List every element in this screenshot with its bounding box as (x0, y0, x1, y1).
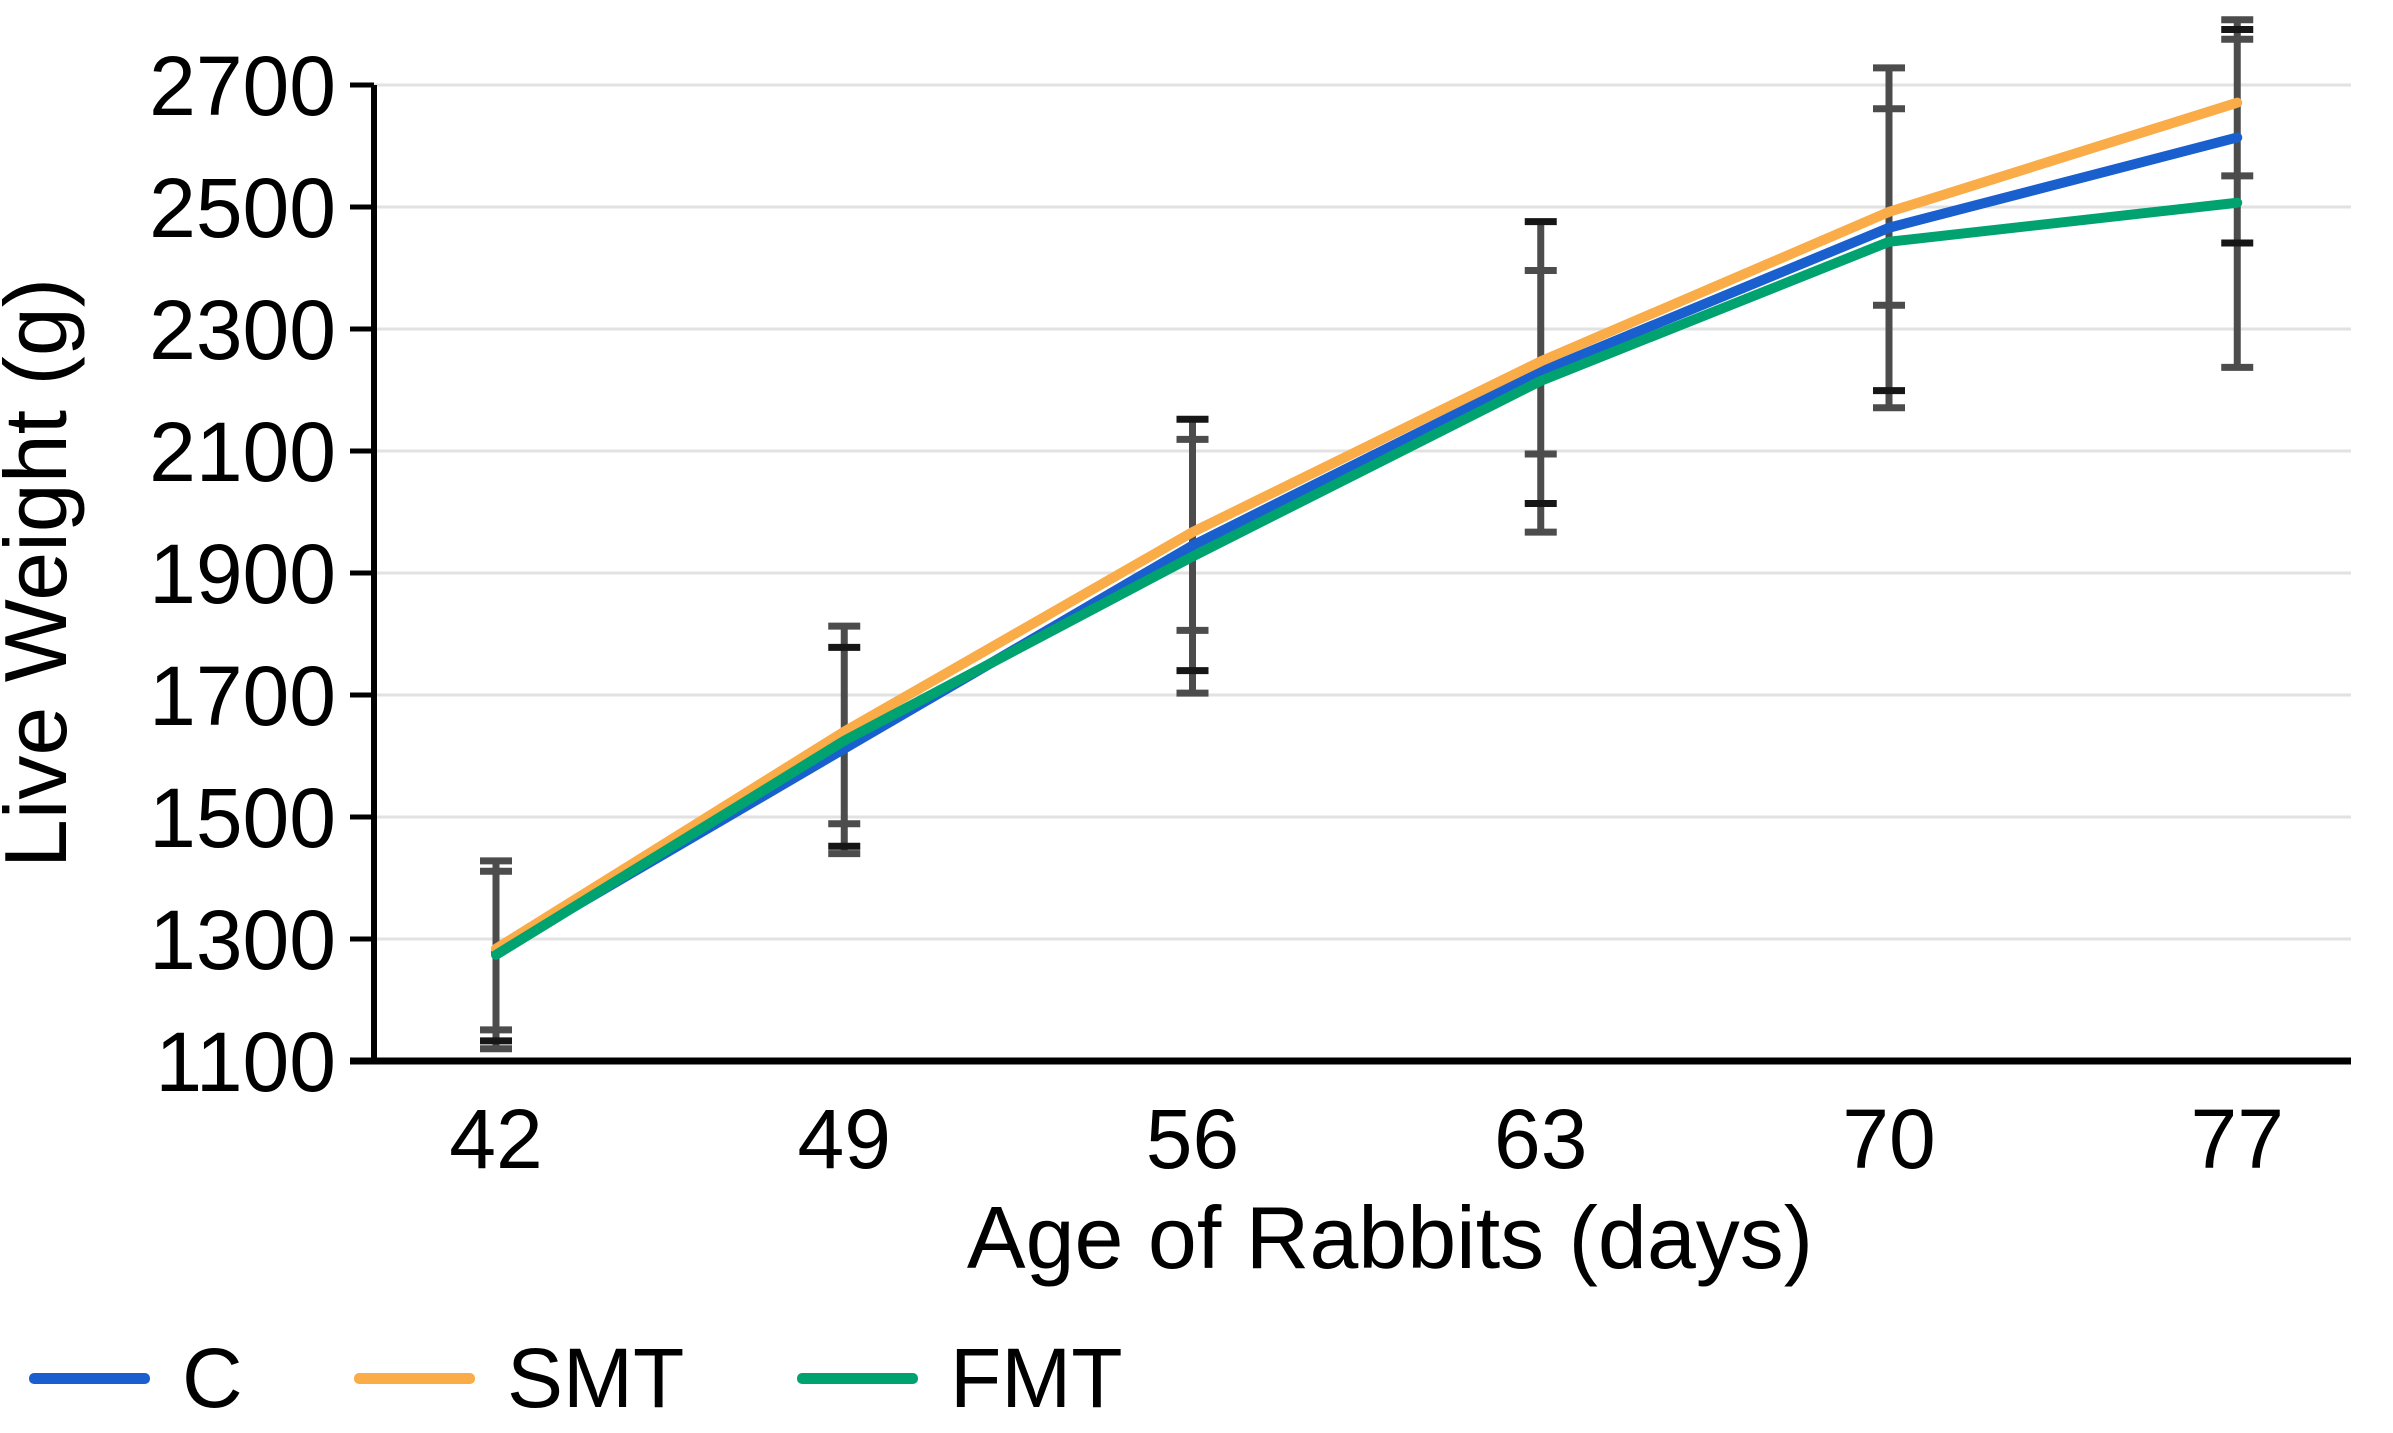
x-axis-title: Age of Rabbits (days) (967, 1188, 1813, 1287)
error-bars (480, 16, 2254, 1053)
legend-swatch-SMT (354, 1372, 475, 1384)
gridlines (374, 83, 2351, 941)
y-tick-label-1900: 1900 (149, 527, 336, 621)
x-tick-label-49: 49 (798, 1092, 891, 1186)
y-tick-label-1100: 1100 (155, 1015, 336, 1109)
x-tick-label-56: 56 (1146, 1092, 1239, 1186)
y-tick-label-2700: 2700 (149, 39, 336, 133)
y-tick-label-1300: 1300 (149, 893, 336, 987)
legend-item-FMT: FMT (797, 1323, 1123, 1433)
legend-label-FMT: FMT (950, 1331, 1123, 1425)
series-line-FMT (491, 197, 2243, 960)
legend: C SMT FMT (0, 1323, 2393, 1433)
y-tick-label-1700: 1700 (149, 649, 336, 743)
y-tick-label-1500: 1500 (149, 771, 336, 865)
legend-swatch-FMT (797, 1372, 918, 1384)
legend-label-SMT: SMT (507, 1331, 685, 1425)
axis-labels: Age of Rabbits (days) Live Weight (g) 11… (0, 39, 2284, 1287)
legend-label-C: C (182, 1331, 243, 1425)
y-tick-label-2300: 2300 (149, 283, 336, 377)
series-line-C (491, 132, 2243, 958)
legend-item-SMT: SMT (354, 1323, 684, 1433)
x-tick-label-42: 42 (449, 1092, 542, 1186)
y-axis-title: Live Weight (g) (0, 278, 85, 868)
series-lines (491, 97, 2243, 960)
legend-swatch-C (29, 1372, 150, 1384)
x-tick-label-63: 63 (1494, 1092, 1587, 1186)
y-tick-label-2500: 2500 (149, 161, 336, 255)
legend-item-C: C (29, 1323, 243, 1433)
series-line-SMT (491, 97, 2243, 954)
x-tick-label-70: 70 (1842, 1092, 1935, 1186)
x-tick-label-77: 77 (2191, 1092, 2284, 1186)
y-tick-label-2100: 2100 (149, 405, 336, 499)
axes (350, 82, 2351, 1065)
